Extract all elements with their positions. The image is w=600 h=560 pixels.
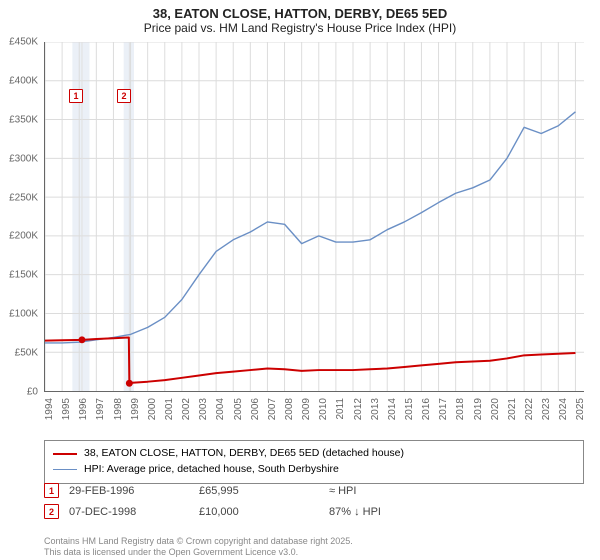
x-tick-label: 2003 [198, 398, 209, 420]
transaction-table: 1 29-FEB-1996 £65,995 ≈ HPI 2 07-DEC-1998 £10,… [44, 480, 584, 522]
legend: 38, EATON CLOSE, HATTON, DERBY, DE65 5ED… [44, 440, 584, 484]
transaction-date: 29-FEB-1996 [69, 485, 189, 497]
x-tick-label: 2005 [233, 398, 244, 420]
x-tick-label: 2025 [575, 398, 586, 420]
transaction-row: 1 29-FEB-1996 £65,995 ≈ HPI [44, 480, 584, 501]
title-subtitle: Price paid vs. HM Land Registry's House … [0, 21, 600, 35]
y-tick-label: £400K [9, 75, 38, 86]
legend-row: HPI: Average price, detached house, Sout… [53, 462, 575, 478]
transaction-delta: 87% ↓ HPI [329, 506, 449, 518]
y-tick-label: £150K [9, 270, 38, 281]
y-tick-label: £300K [9, 153, 38, 164]
x-tick-label: 2017 [438, 398, 449, 420]
transaction-badge: 1 [44, 483, 59, 498]
x-tick-label: 2013 [370, 398, 381, 420]
x-tick-label: 2006 [250, 398, 261, 420]
legend-label: HPI: Average price, detached house, Sout… [84, 462, 339, 478]
title-address: 38, EATON CLOSE, HATTON, DERBY, DE65 5ED [0, 6, 600, 21]
x-tick-label: 2015 [404, 398, 415, 420]
x-tick-label: 2001 [164, 398, 175, 420]
transaction-price: £10,000 [199, 506, 319, 518]
x-tick-label: 1995 [61, 398, 72, 420]
transaction-price: £65,995 [199, 485, 319, 497]
x-tick-label: 1998 [113, 398, 124, 420]
footer-line1: Contains HM Land Registry data © Crown c… [44, 536, 353, 547]
x-tick-label: 2007 [267, 398, 278, 420]
x-tick-label: 2021 [507, 398, 518, 420]
title-block: 38, EATON CLOSE, HATTON, DERBY, DE65 5ED… [0, 0, 600, 37]
transaction-row: 2 07-DEC-1998 £10,000 87% ↓ HPI [44, 501, 584, 522]
x-tick-label: 2020 [490, 398, 501, 420]
legend-swatch [53, 453, 77, 455]
x-tick-label: 2011 [335, 398, 346, 420]
chart-container: 38, EATON CLOSE, HATTON, DERBY, DE65 5ED… [0, 0, 600, 560]
footer-attribution: Contains HM Land Registry data © Crown c… [44, 536, 353, 559]
y-tick-label: £450K [9, 37, 38, 48]
x-tick-label: 2022 [524, 398, 535, 420]
y-tick-label: £200K [9, 231, 38, 242]
transaction-delta: ≈ HPI [329, 485, 449, 497]
legend-row: 38, EATON CLOSE, HATTON, DERBY, DE65 5ED… [53, 446, 575, 462]
footer-line2: This data is licensed under the Open Gov… [44, 547, 353, 558]
y-axis-labels: £0£50K£100K£150K£200K£250K£300K£350K£400… [0, 42, 42, 392]
transaction-date: 07-DEC-1998 [69, 506, 189, 518]
chart-marker-badge: 1 [69, 89, 83, 103]
x-tick-label: 1999 [130, 398, 141, 420]
x-tick-label: 2004 [215, 398, 226, 420]
x-axis-labels: 1994 1995 1996 1997 1998 1999 2000 2001 2002 2003… [44, 394, 584, 438]
y-tick-label: £350K [9, 114, 38, 125]
x-tick-label: 1994 [44, 398, 55, 420]
x-tick-label: 2002 [181, 398, 192, 420]
x-tick-label: 2023 [541, 398, 552, 420]
legend-swatch [53, 469, 77, 470]
x-tick-label: 2016 [421, 398, 432, 420]
y-tick-label: £100K [9, 309, 38, 320]
legend-label: 38, EATON CLOSE, HATTON, DERBY, DE65 5ED… [84, 446, 404, 462]
x-tick-label: 2010 [318, 398, 329, 420]
transaction-badge: 2 [44, 504, 59, 519]
x-tick-label: 2009 [301, 398, 312, 420]
chart-marker-badge: 2 [117, 89, 131, 103]
x-tick-label: 1997 [95, 398, 106, 420]
y-tick-label: £250K [9, 192, 38, 203]
x-tick-label: 2024 [558, 398, 569, 420]
chart-plot-area: 12 [44, 42, 584, 392]
x-tick-label: 2019 [473, 398, 484, 420]
y-tick-label: £50K [15, 348, 38, 359]
x-tick-label: 2008 [284, 398, 295, 420]
x-tick-label: 1996 [78, 398, 89, 420]
x-tick-label: 2000 [147, 398, 158, 420]
x-tick-label: 2018 [455, 398, 466, 420]
y-tick-label: £0 [27, 387, 38, 398]
x-tick-label: 2012 [353, 398, 364, 420]
x-tick-label: 2014 [387, 398, 398, 420]
